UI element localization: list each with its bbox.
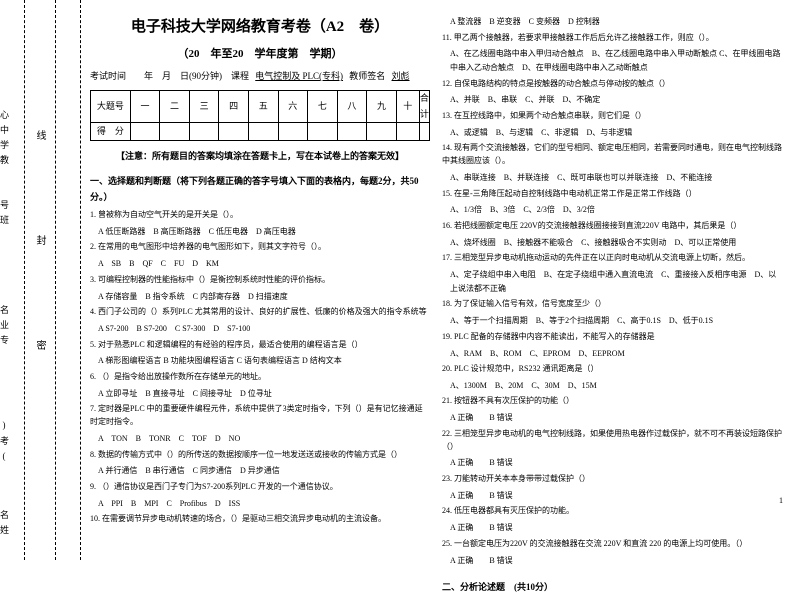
question-20: 20. PLC 设计规范中，RS232 通讯距离是（）	[442, 363, 782, 376]
question-24: 24. 低压电器都具有灭压保护的功能。	[442, 505, 782, 518]
main-content: 电子科技大学网络教育考卷（A2 卷） （20 年至20 学年度第 学期） 考试时…	[90, 15, 790, 600]
options: A TON B TONR C TOF D NO	[90, 432, 430, 446]
bind-label-3: 密	[32, 340, 47, 356]
left-column: 电子科技大学网络教育考卷（A2 卷） （20 年至20 学年度第 学期） 考试时…	[90, 15, 430, 600]
options: A 存储容量 B 指令系统 C 内部寄存器 D 扫描速度	[90, 290, 430, 304]
right-column: A 整流器 B 逆变器 C 变频器 D 控制器 11. 甲乙两个接触器，若要求甲接…	[442, 15, 782, 600]
question-6: 6. （）是指令给出放操作数所在存储单元的地址。	[90, 371, 430, 384]
question-7: 7. 定时器是PLC 中的重要硬件编程元件，系统中提供了3类定时指令，下列（）是…	[90, 403, 430, 429]
options: A、1300M B、20M C、30M D、15M	[442, 379, 782, 393]
options: A、串联连接 B、并联连接 C、既可串联也可以并联连接 D、不能连接	[442, 171, 782, 185]
question-16: 16. 若把线圈额定电压 220V的交流接触器线圈接接到直流220V 电路中，其…	[442, 220, 782, 233]
bind-label-2: 封	[32, 235, 47, 251]
exam-title: 电子科技大学网络教育考卷（A2 卷）	[90, 15, 430, 41]
options: A 立即寻址 B 直接寻址 C 间接寻址 D 位寻址	[90, 387, 430, 401]
question-18: 18. 为了保证输入信号有效，信号宽度至少（）	[442, 298, 782, 311]
section2-header: 二、分析论述题 (共10分）	[442, 580, 782, 595]
options: A、烧坏线圈 B、接触器不能吸合 C、接触器吸合不实则动 D、可以正常使用	[442, 236, 782, 250]
exam-info: 考试时间 年 月 日(90分钟) 课程 电气控制及 PLC(专科) 教师签名 刘…	[90, 69, 430, 84]
question-2: 2. 在常用的电气图形中培养器的电气图形如下，则其文字符号（）。	[90, 241, 430, 254]
notice-text: 【注意：所有题目的答案均填涂在答题卡上，写在本试卷上的答案无效】	[90, 149, 430, 164]
options: A PPI B MPI C Profibus D ISS	[90, 497, 430, 511]
section1-header: 一、选择题和判断题（将下列各题正确的答字号填入下面的表格内，每题2分，共50分。…	[90, 174, 430, 205]
options: A 梯形图编程语言 B 功能块图编程语言 C 语句表编程语言 D 结构文本	[90, 354, 430, 368]
question-13: 13. 在互控线路中，如果两个动合触点串联，则它们是（）	[442, 110, 782, 123]
question-3: 3. 可编程控制器的性能指标中（）是衡控制系统时性能的评价指标。	[90, 274, 430, 287]
options: A、等于一个扫描周期 B、等于2个扫描周期 C、高于0.1S D、低于0.1S	[442, 314, 782, 328]
options: A 低压断路器 B 高压断路器 C 低压电器 D 高压电器	[90, 225, 430, 239]
vtext-2: 号班	[0, 200, 11, 230]
options: A 正确 B 错误	[442, 489, 782, 503]
options: A、并联 B、串联 C、并联 D、不确定	[442, 93, 782, 107]
vtext-1: 心中学教	[0, 110, 11, 170]
course-name: 电气控制及 PLC(专科)	[251, 71, 347, 81]
options: A、或逻辑 B、与逻辑 C、非逻辑 D、与非逻辑	[442, 126, 782, 140]
question-25: 25. 一台额定电压为220V 的交流接触器在交流 220V 和直流 220 的…	[442, 538, 782, 551]
options: A、1/3倍 B、3倍 C、2/3倍 D、3/2倍	[442, 203, 782, 217]
right-questions: A 整流器 B 逆变器 C 变频器 D 控制器 11. 甲乙两个接触器，若要求甲接…	[442, 15, 782, 567]
teacher-name: 刘彪	[388, 71, 414, 81]
vtext-5: 名姓	[0, 510, 11, 540]
question-23: 23. 刀能转动开关本本身带带过载保护（）	[442, 473, 782, 486]
options: A 并行通信 B 串行通信 C 同步通信 D 异步通信	[90, 464, 430, 478]
vtext-4: )考(	[0, 420, 11, 467]
question-17: 17. 三相笼型异步电动机拖动运动的先件正在以正向时电动机从交流电源上切断，然后…	[442, 252, 782, 265]
options: A 正确 B 错误	[442, 521, 782, 535]
question-22: 22. 三相笼型异步电动机的电气控制线路，如果使用热电器作过载保护，就不可不再装…	[442, 428, 782, 454]
question-11: 11. 甲乙两个接触器，若要求甲接触器工作后后允许乙接触器工作，则应（）。	[442, 32, 782, 45]
options: A 整流器 B 逆变器 C 变频器 D 控制器	[442, 15, 782, 29]
bind-label-1: 线	[32, 130, 47, 146]
question-9: 9. （）通信协议是西门子专门为S7-200系列PLC 开发的一个通信协议。	[90, 481, 430, 494]
options: A 正确 B 错误	[442, 411, 782, 425]
question-12: 12. 自保电路结构的特点是按触器的动合触点与停动按的触点（）	[442, 78, 782, 91]
options: A、在乙线圈电路中串入甲归动合触点 B、在乙线圈电路中串入甲动断触点 C、在甲线…	[442, 47, 782, 74]
question-14: 14. 现有两个交流接触器，它们的型号相同、额定电压相同，若需要同时通电，则在电…	[442, 142, 782, 168]
options: A、RAM B、ROM C、EPROM D、EEPROM	[442, 347, 782, 361]
options: A 正确 B 错误	[442, 554, 782, 568]
left-questions: 1. 曾被称为自动空气开关的是开关是（）。 A 低压断路器 B 高压断路器 C 低…	[90, 209, 430, 526]
score-table: 大题号一二 三四五 六七八 九十合计 得 分	[90, 90, 430, 141]
options: A SB B QF C FU D KM	[90, 257, 430, 271]
question-8: 8. 数据的传输方式中（）的所传送的数据按顺序一位一地发送送或接收的传输方式是（…	[90, 449, 430, 462]
page-number: 1	[779, 496, 783, 505]
vtext-3: 名业专	[0, 305, 11, 350]
options: A、定子绕组中串入电阻 B、在定子绕组中通入直流电流 C、重接接入反相序电源 D…	[442, 268, 782, 295]
exam-subtitle: （20 年至20 学年度第 学期）	[90, 45, 430, 64]
question-5: 5. 对于熟悉PLC 和逻辑编程的有经验的程序员，最适合使用的编程语言是（）	[90, 339, 430, 352]
question-1: 1. 曾被称为自动空气开关的是开关是（）。	[90, 209, 430, 222]
options: A S7-200 B S7-200 C S7-300 D S7-100	[90, 322, 430, 336]
question-21: 21. 按钮器不具有次压保护的功能（）	[442, 395, 782, 408]
question-10: 10. 在需要调节异步电动机转速的场合，（）是驱动三相交流异步电动机的主流设备。	[90, 513, 430, 526]
question-19: 19. PLC 配备的存储器中内容不能读出，不能写入的存储器是	[442, 331, 782, 344]
question-15: 15. 在星-三角降压起动自控制线路中电动机正常工作是正常工作线路（）	[442, 188, 782, 201]
question-4: 4. 西门子公司的（）系列PLC 尤其常用的设计、良好的扩展性、低廉的价格及强大…	[90, 306, 430, 319]
binding-sidebar: 心中学教 号班 名业专 )考( 名姓 线 封 密	[0, 0, 85, 561]
options: A 正确 B 错误	[442, 456, 782, 470]
